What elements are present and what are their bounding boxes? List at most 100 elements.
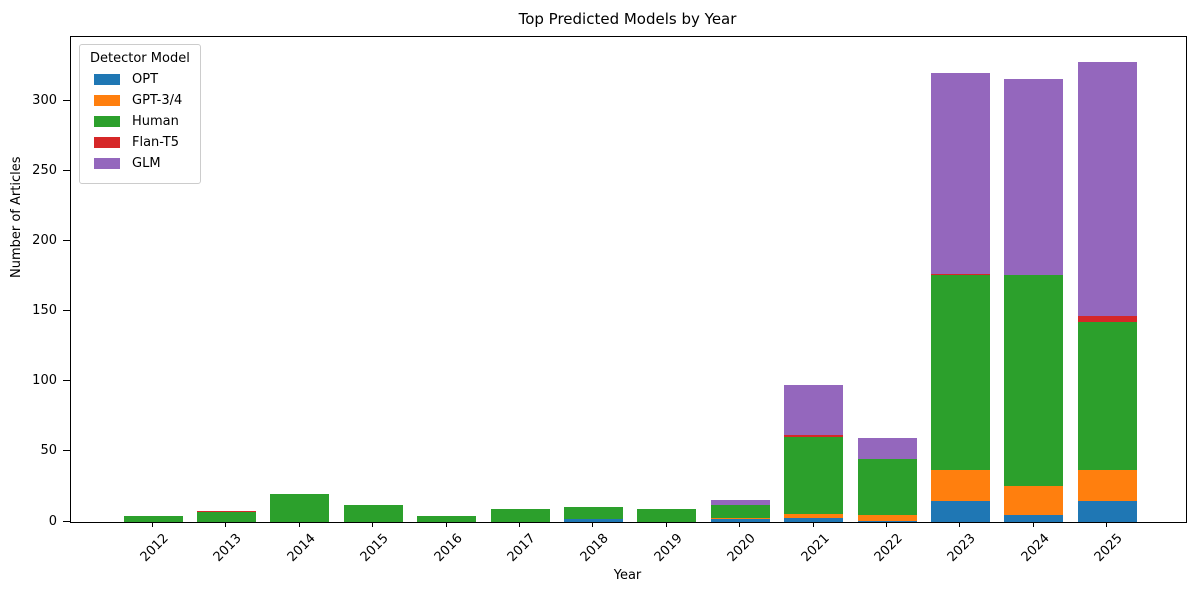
bar-segment-2025-glm — [1077, 62, 1137, 316]
bar-segment-2021-flant5 — [784, 435, 844, 437]
y-tick-mark — [63, 380, 70, 382]
x-tick-label: 2015 — [357, 531, 392, 566]
x-tick-label: 2018 — [578, 531, 613, 566]
bar-segment-2016-human — [417, 516, 477, 522]
bar-segment-2014-human — [270, 493, 330, 522]
x-tick-mark — [445, 522, 447, 527]
x-tick-mark — [812, 522, 814, 527]
legend-item-opt: OPT — [94, 72, 190, 87]
bar-segment-2017-human — [490, 509, 550, 522]
bar-segment-2015-human — [343, 505, 403, 522]
y-tick-label: 50 — [40, 443, 57, 459]
bar-segment-2021-opt — [784, 517, 844, 522]
y-tick-mark — [63, 310, 70, 312]
bar-segment-2024-human — [1004, 275, 1064, 486]
legend-swatch-icon — [94, 137, 120, 148]
legend-swatch-icon — [94, 158, 120, 169]
legend-label: OPT — [132, 72, 159, 87]
plot-area: Detector Model OPT GPT-3/4 Human Flan-T5 GLM — [70, 36, 1187, 523]
x-tick-mark — [519, 522, 520, 527]
legend-item-flant5: Flan-T5 — [94, 135, 190, 150]
bar-segment-2021-glm — [784, 384, 844, 436]
legend-swatch-icon — [94, 74, 120, 85]
x-tick-mark — [1032, 522, 1034, 527]
bar-segment-2020-glm — [710, 499, 770, 506]
bar-segment-2023-opt — [930, 500, 990, 522]
bar-segment-2022-glm — [857, 437, 917, 459]
bar-segment-2022-opt — [857, 520, 917, 522]
bar-segment-2020-human — [710, 505, 770, 518]
legend: Detector Model OPT GPT-3/4 Human Flan-T5 GLM — [79, 44, 201, 184]
bar-segment-2025-opt — [1077, 500, 1137, 522]
x-tick-label: 2022 — [871, 531, 906, 566]
legend-swatch-icon — [94, 116, 120, 127]
y-tick-label: 0 — [48, 513, 57, 529]
x-tick-label: 2014 — [284, 531, 319, 566]
legend-item-human: Human — [94, 114, 190, 129]
legend-swatch-icon — [94, 95, 120, 106]
bar-segment-2023-flant5 — [930, 273, 990, 276]
y-tick-mark — [63, 99, 70, 101]
bar-segment-2022-gpt34 — [857, 515, 917, 521]
y-tick-mark — [63, 450, 70, 452]
x-tick-label: 2013 — [211, 531, 246, 566]
bar-segment-2020-opt — [710, 519, 770, 522]
bar-segment-2020-gpt34 — [710, 517, 770, 520]
legend-title: Detector Model — [90, 51, 190, 66]
bar-segment-2024-gpt34 — [1004, 485, 1064, 515]
bar-segment-2025-flant5 — [1077, 315, 1137, 322]
x-tick-mark — [739, 522, 741, 527]
bar-segment-2022-human — [857, 458, 917, 515]
x-tick-mark — [886, 522, 887, 527]
bar-segment-2025-gpt34 — [1077, 470, 1137, 501]
bar-segment-2023-gpt34 — [930, 470, 990, 501]
bar-segment-2019-human — [637, 509, 697, 522]
legend-label: Flan-T5 — [132, 135, 180, 150]
x-tick-label: 2017 — [504, 531, 539, 566]
y-tick-mark — [63, 170, 70, 172]
bar-segment-2025-human — [1077, 321, 1137, 471]
bar-segment-2024-opt — [1004, 515, 1064, 522]
chart-title: Top Predicted Models by Year — [518, 10, 737, 28]
x-tick-mark — [372, 522, 374, 527]
x-tick-mark — [592, 522, 594, 527]
bar-segment-2018-human — [563, 506, 623, 520]
bar-segment-2012-human — [123, 516, 183, 522]
bar-segment-2013-human — [196, 512, 256, 522]
x-tick-mark — [1106, 522, 1108, 527]
bar-segment-2023-glm — [930, 73, 990, 274]
x-tick-mark — [152, 522, 153, 527]
bar-segment-2023-human — [930, 275, 990, 471]
legend-label: Human — [132, 114, 179, 129]
legend-label: GLM — [132, 156, 161, 171]
x-tick-mark — [298, 522, 300, 527]
y-tick-mark — [63, 240, 70, 242]
x-tick-mark — [225, 522, 227, 527]
bar-segment-2018-opt — [563, 519, 623, 522]
y-tick-label: 100 — [32, 373, 57, 389]
legend-item-glm: GLM — [94, 156, 190, 171]
y-tick-label: 200 — [32, 233, 57, 249]
y-tick-label: 150 — [32, 303, 57, 319]
x-tick-label: 2019 — [651, 531, 686, 566]
x-tick-label: 2021 — [798, 531, 833, 566]
bar-segment-2021-gpt34 — [784, 513, 844, 518]
x-tick-label: 2020 — [724, 531, 759, 566]
x-tick-label: 2023 — [945, 531, 980, 566]
y-tick-label: 250 — [32, 163, 57, 179]
y-tick-label: 300 — [32, 92, 57, 108]
x-tick-label: 2025 — [1091, 531, 1126, 566]
x-tick-label: 2024 — [1018, 531, 1053, 566]
y-tick-mark — [63, 520, 70, 522]
x-tick-label: 2016 — [431, 531, 466, 566]
bar-segment-2013-flant5 — [196, 510, 256, 513]
legend-label: GPT-3/4 — [132, 93, 183, 108]
x-axis-label: Year — [613, 568, 642, 583]
x-tick-mark — [665, 522, 667, 527]
x-tick-mark — [959, 522, 961, 527]
bar-segment-2021-human — [784, 436, 844, 514]
x-tick-label: 2012 — [137, 531, 172, 566]
legend-item-gpt34: GPT-3/4 — [94, 93, 190, 108]
bar-segment-2024-glm — [1004, 79, 1064, 276]
